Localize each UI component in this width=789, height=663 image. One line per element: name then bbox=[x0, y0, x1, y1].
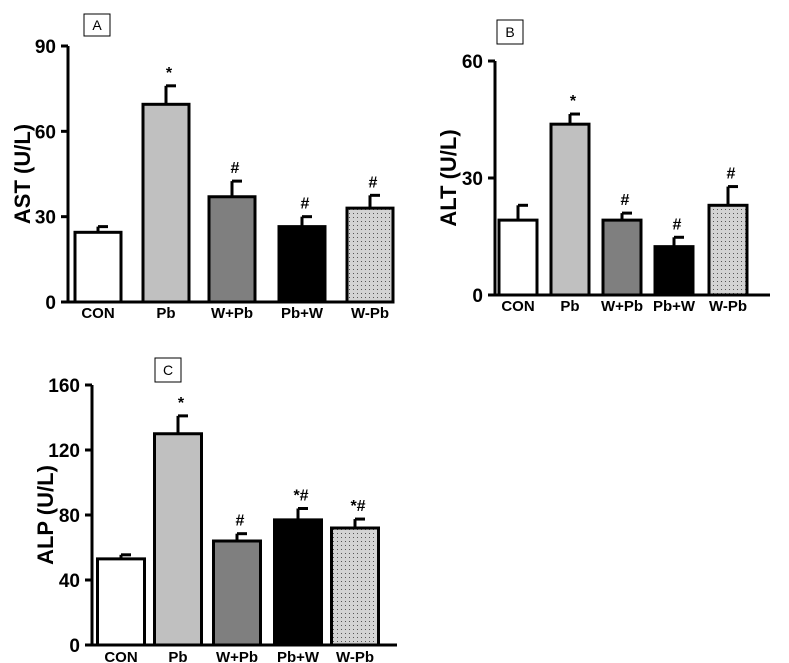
bar-w-pb bbox=[345, 206, 395, 304]
panel-label-box bbox=[154, 357, 182, 383]
y-tick-label: 160 bbox=[48, 376, 80, 397]
x-category-label: Pb bbox=[156, 305, 175, 322]
x-category-label: CON bbox=[501, 298, 534, 315]
significance-marker: * bbox=[166, 65, 173, 82]
bar-pb-w bbox=[277, 225, 327, 304]
bar-con bbox=[497, 218, 539, 297]
significance-marker: # bbox=[369, 174, 378, 191]
significance-marker: # bbox=[236, 513, 245, 530]
y-tick-label: 120 bbox=[48, 441, 80, 462]
bar-con bbox=[73, 230, 123, 304]
significance-marker: # bbox=[301, 196, 310, 213]
x-category-label: W+Pb bbox=[216, 649, 258, 663]
significance-marker: # bbox=[673, 216, 682, 233]
significance-marker: *# bbox=[350, 498, 365, 515]
y-axis-title: ALT (U/L) bbox=[436, 129, 461, 226]
significance-marker: # bbox=[727, 166, 736, 183]
bar-pb bbox=[549, 122, 591, 297]
y-tick-label: 80 bbox=[59, 506, 80, 527]
y-tick-label: 0 bbox=[472, 286, 483, 307]
bar-pb bbox=[141, 102, 191, 304]
x-category-label: Pb+W bbox=[653, 298, 696, 315]
y-tick-label: 40 bbox=[59, 571, 80, 592]
bar-w-pb bbox=[212, 539, 262, 647]
y-tick-label: 60 bbox=[462, 52, 483, 73]
y-tick-label: 0 bbox=[69, 636, 80, 657]
bar-w-pb bbox=[207, 195, 257, 304]
x-category-label: W-Pb bbox=[351, 305, 389, 322]
bar-w-pb bbox=[330, 526, 380, 647]
bar-w-pb bbox=[601, 218, 643, 297]
x-category-label: W+Pb bbox=[211, 305, 253, 322]
bar-pb bbox=[153, 432, 203, 647]
y-tick-label: 60 bbox=[35, 122, 56, 143]
y-axis-title: ALP (U/L) bbox=[33, 465, 58, 565]
x-category-label: Pb bbox=[168, 649, 187, 663]
y-tick-label: 0 bbox=[45, 293, 56, 314]
panel-label: C bbox=[163, 362, 173, 378]
panel-label-box bbox=[83, 13, 111, 37]
x-category-label: W-Pb bbox=[709, 298, 747, 315]
x-category-label: Pb bbox=[560, 298, 579, 315]
panel-label-box bbox=[496, 19, 524, 45]
significance-marker: * bbox=[178, 395, 185, 412]
panel-label: A bbox=[92, 17, 102, 33]
bar-pb-w bbox=[653, 245, 695, 297]
y-axis-title: AST (U/L) bbox=[10, 124, 35, 224]
x-category-label: W+Pb bbox=[601, 298, 643, 315]
x-category-label: CON bbox=[81, 305, 114, 322]
y-tick-label: 30 bbox=[35, 208, 56, 229]
chart-panel-a: A 0 30 60 90 AST (U/L) CON * Pb # W+Pb # Pb+W # W-Pb bbox=[10, 13, 395, 322]
chart-panel-b: B 0 30 60 ALT (U/L) CON * Pb # W+Pb # Pb+W # W-Pb bbox=[436, 19, 770, 315]
x-category-label: W-Pb bbox=[336, 649, 374, 663]
significance-marker: * bbox=[570, 93, 577, 110]
x-category-label: Pb+W bbox=[281, 305, 324, 322]
significance-marker: # bbox=[621, 192, 630, 209]
significance-marker: *# bbox=[293, 488, 308, 505]
bar-w-pb bbox=[707, 203, 749, 297]
significance-marker: # bbox=[231, 160, 240, 177]
x-category-label: Pb+W bbox=[277, 649, 320, 663]
y-tick-label: 30 bbox=[462, 169, 483, 190]
panel-label: B bbox=[505, 24, 514, 40]
x-category-label: CON bbox=[104, 649, 137, 663]
bar-con bbox=[96, 557, 146, 647]
y-tick-label: 90 bbox=[35, 37, 56, 58]
bar-pb-w bbox=[273, 518, 323, 647]
chart-panel-c: C 0 40 80 120 160 ALP (U/L) CON * Pb # W+Pb *# Pb+W *#… bbox=[33, 357, 397, 663]
